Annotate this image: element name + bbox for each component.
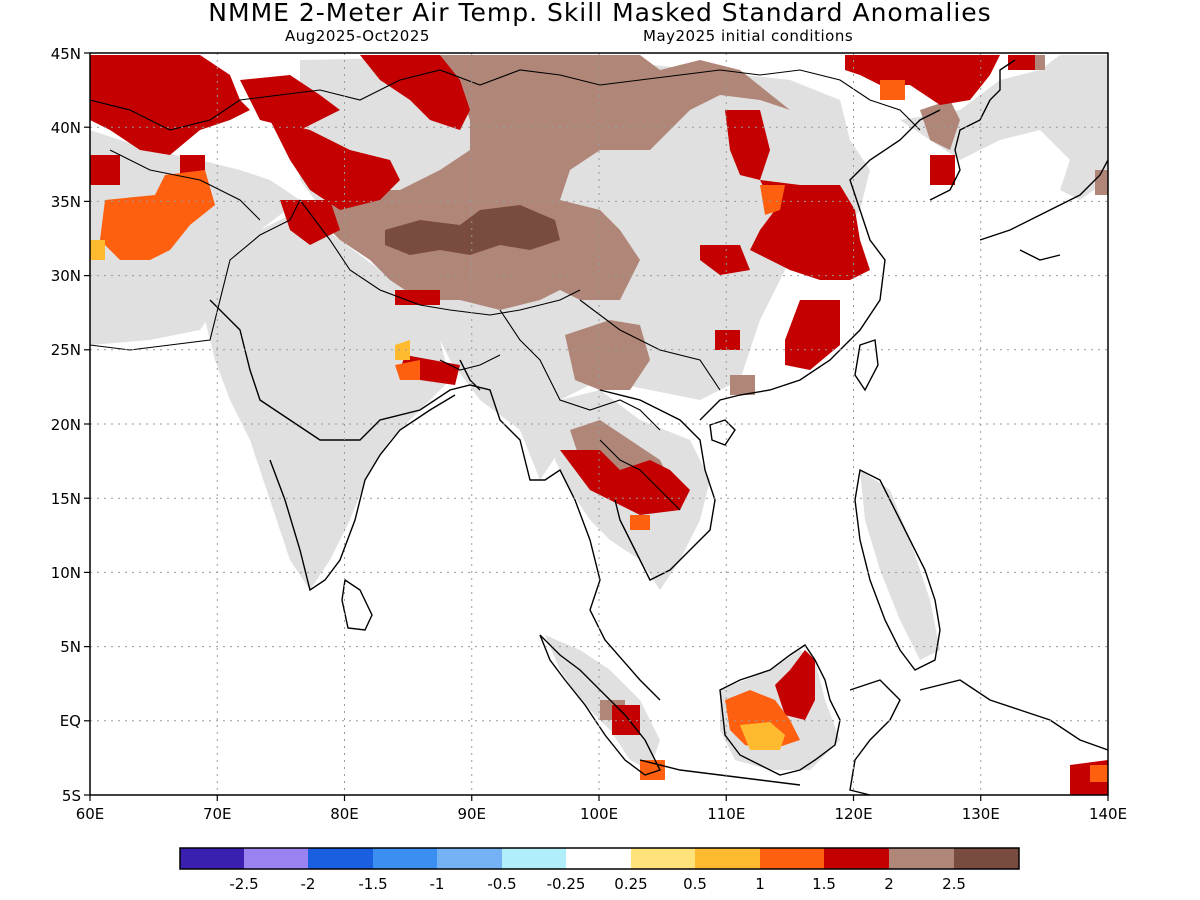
anomaly-3-areas — [385, 205, 560, 255]
lon-label: 140E — [1089, 805, 1127, 823]
legend-label: 2.5 — [942, 875, 966, 893]
lat-label: 15N — [51, 490, 81, 508]
tick-marks — [84, 52, 1109, 801]
legend-swatch — [695, 848, 760, 869]
lon-label: 120E — [834, 805, 872, 823]
legend-swatch — [566, 848, 631, 869]
lon-label: 60E — [76, 805, 105, 823]
legend-swatch — [308, 848, 373, 869]
initial-conditions: May2025 initial conditions — [643, 27, 854, 45]
legend-label: -2 — [301, 875, 316, 893]
lat-label: 10N — [51, 564, 81, 582]
legend-label: -1 — [430, 875, 445, 893]
lon-label: 70E — [203, 805, 232, 823]
legend-label: -0.25 — [547, 875, 586, 893]
lat-label: 25N — [51, 341, 81, 359]
country-borders — [90, 69, 921, 511]
lat-label: 45N — [51, 45, 81, 63]
lat-label: 35N — [51, 193, 81, 211]
legend-label: -2.5 — [229, 875, 258, 893]
valid-period: Aug2025-Oct2025 — [285, 27, 430, 45]
legend-swatch — [244, 848, 308, 869]
legend-swatch — [760, 848, 824, 869]
lat-label: 20N — [51, 416, 81, 434]
lon-label: 80E — [330, 805, 359, 823]
color-bar-labels: -2.5 -2 -1.5 -1 -0.5 -0.25 0.25 0.5 1 1.… — [229, 875, 966, 893]
map-title: NMME 2-Meter Air Temp. Skill Masked Stan… — [208, 0, 992, 27]
lon-label: 110E — [707, 805, 745, 823]
lon-label: 130E — [962, 805, 1000, 823]
lat-label: 5N — [60, 638, 81, 656]
legend-swatch — [437, 848, 502, 869]
longitude-labels: 60E 70E 80E 90E 100E 110E 120E 130E 140E — [76, 805, 1127, 823]
legend-swatch — [889, 848, 954, 869]
legend-swatch — [954, 848, 1019, 869]
legend-swatch — [373, 848, 437, 869]
lat-label: EQ — [60, 712, 81, 730]
latitude-labels: 45N 40N 35N 30N 25N 20N 15N 10N 5N EQ 5S — [51, 45, 81, 805]
legend-label: 0.25 — [614, 875, 647, 893]
lon-label: 90E — [457, 805, 486, 823]
coastlines — [209, 59, 1108, 795]
graticule — [90, 53, 1108, 795]
legend-label: -0.5 — [487, 875, 516, 893]
legend-label: -1.5 — [358, 875, 387, 893]
legend-swatch — [180, 848, 244, 869]
legend-label: 1 — [755, 875, 765, 893]
legend-swatch — [631, 848, 695, 869]
color-bar — [179, 847, 1020, 870]
lat-label: 40N — [51, 119, 81, 137]
legend-label: 1.5 — [812, 875, 836, 893]
anomaly-fields — [90, 55, 1108, 795]
lon-label: 100E — [580, 805, 618, 823]
legend-swatch — [824, 848, 889, 869]
lat-label: 5S — [62, 787, 81, 805]
legend-label: 2 — [884, 875, 894, 893]
lat-label: 30N — [51, 267, 81, 285]
legend-label: 0.5 — [683, 875, 707, 893]
anomaly-1-areas — [90, 240, 785, 750]
legend-swatch — [502, 848, 566, 869]
